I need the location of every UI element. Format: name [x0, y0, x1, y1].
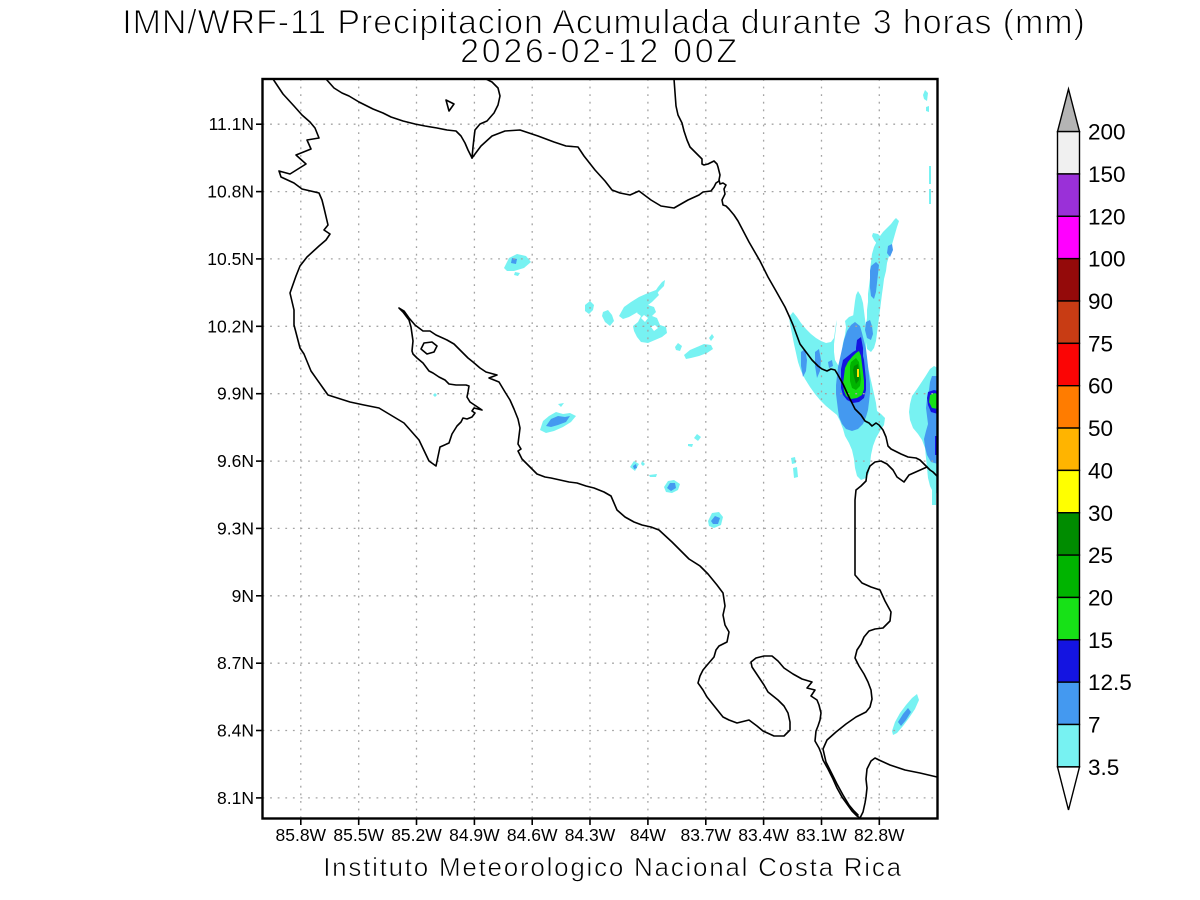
svg-text:90: 90 [1088, 289, 1113, 314]
svg-text:IMN/WRF-11 Precipitacion Acumu: IMN/WRF-11 Precipitacion Acumulada duran… [122, 4, 1085, 42]
svg-text:100: 100 [1088, 247, 1126, 272]
svg-text:85.5W: 85.5W [333, 825, 384, 845]
svg-text:8.1N: 8.1N [217, 788, 254, 808]
svg-text:82.8W: 82.8W [854, 825, 905, 845]
svg-text:Instituto Meteorologico Nacion: Instituto Meteorologico Nacional Costa R… [323, 852, 903, 882]
svg-text:20: 20 [1088, 586, 1113, 611]
svg-text:12.5: 12.5 [1088, 670, 1132, 695]
svg-text:10.8N: 10.8N [207, 182, 254, 202]
svg-text:84.6W: 84.6W [507, 825, 558, 845]
svg-text:8.7N: 8.7N [217, 653, 254, 673]
svg-text:85.8W: 85.8W [276, 825, 327, 845]
svg-text:25: 25 [1088, 543, 1113, 568]
svg-text:40: 40 [1088, 458, 1113, 483]
svg-text:83.4W: 83.4W [738, 825, 789, 845]
svg-text:10.2N: 10.2N [207, 316, 254, 336]
svg-text:9N: 9N [232, 586, 254, 606]
svg-text:10.5N: 10.5N [207, 249, 254, 269]
svg-text:50: 50 [1088, 416, 1113, 441]
svg-text:150: 150 [1088, 162, 1126, 187]
svg-text:83.1W: 83.1W [796, 825, 847, 845]
svg-text:83.7W: 83.7W [681, 825, 732, 845]
svg-text:84.3W: 84.3W [565, 825, 616, 845]
svg-text:9.3N: 9.3N [217, 518, 254, 538]
svg-text:7: 7 [1088, 713, 1101, 738]
svg-text:60: 60 [1088, 374, 1113, 399]
svg-text:200: 200 [1088, 120, 1126, 145]
svg-text:30: 30 [1088, 501, 1113, 526]
svg-text:85.2W: 85.2W [391, 825, 442, 845]
svg-text:2026-02-12 00Z: 2026-02-12 00Z [460, 33, 740, 71]
svg-text:8.4N: 8.4N [217, 721, 254, 741]
svg-text:84.9W: 84.9W [449, 825, 500, 845]
svg-text:84W: 84W [630, 825, 666, 845]
svg-text:9.9N: 9.9N [217, 384, 254, 404]
svg-text:120: 120 [1088, 204, 1126, 229]
svg-text:15: 15 [1088, 628, 1113, 653]
svg-text:11.1N: 11.1N [209, 114, 254, 134]
svg-text:3.5: 3.5 [1088, 755, 1119, 780]
svg-text:9.6N: 9.6N [217, 451, 254, 471]
svg-text:75: 75 [1088, 331, 1113, 356]
